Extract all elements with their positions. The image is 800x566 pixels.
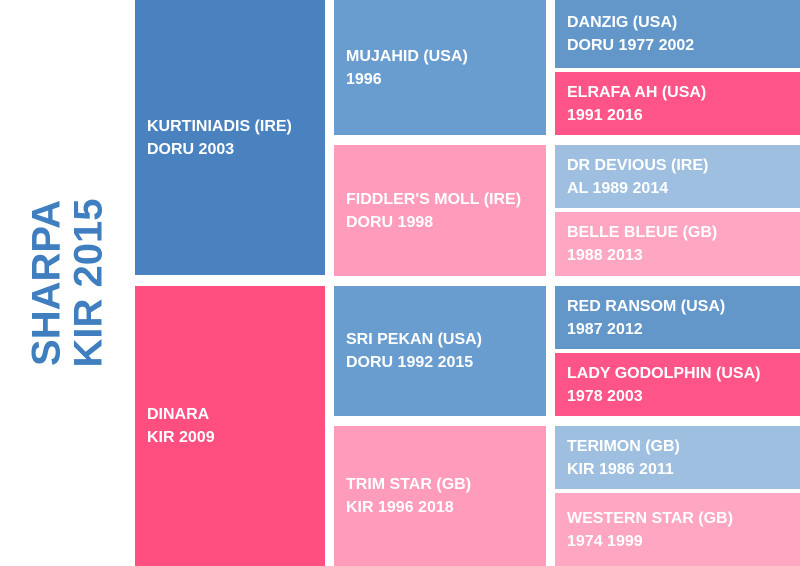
subject-name: SHARPA [24,200,69,366]
g3-details-4: 1988 2013 [567,247,643,264]
g3-cell-4: BELLE BLEUE (GB) 1988 2013 [555,212,800,276]
dam-dam-name: TRIM STAR (GB) [346,476,472,493]
dam-sire-name: SRI PEKAN (USA) [346,331,483,348]
sire-sire-details: 1996 [346,70,382,88]
dam-dam-cell: TRIM STAR (GB) KIR 1996 2018 [334,426,546,566]
sire-dam-details: DORU 1998 [346,213,434,231]
subject-horse: SHARPA KIR 2015 [0,0,135,566]
g3-cell-5: RED RANSOM (USA) 1987 2012 [555,286,800,349]
subject-details: KIR 2015 [66,198,111,368]
dam-details: KIR 2009 [147,429,215,446]
sire-cell: KURTINIADIS (IRE) DORU 2003 [135,0,325,275]
g3-name-2: ELRAFA AH (USA) [567,83,707,101]
g3-cell-2: ELRAFA AH (USA) 1991 2016 [555,72,800,135]
g3-details-7: KIR 1986 2011 [567,460,674,478]
dam-dam-details: KIR 1996 2018 [346,499,454,516]
dam-sire-details: DORU 1992 2015 [346,354,474,371]
g3-details-8: 1974 1999 [567,532,643,550]
sire-sire-name: MUJAHID (USA) [346,47,468,65]
g3-details-6: 1978 2003 [567,387,643,405]
sire-sire-cell: MUJAHID (USA) 1996 [334,0,546,135]
sire-name: KURTINIADIS (IRE) [147,117,292,135]
g3-details-2: 1991 2016 [567,106,643,124]
g3-name-1: DANZIG (USA) [567,14,678,31]
g3-details-1: DORU 1977 2002 [567,37,695,54]
g3-name-8: WESTERN STAR (GB) [567,509,733,527]
dam-name: DINARA [147,406,210,423]
sire-dam-name: FIDDLER'S MOLL (IRE) [346,190,522,208]
g3-name-6: LADY GODOLPHIN (USA) [567,364,761,382]
g3-name-3: DR DEVIOUS (IRE) [567,156,709,174]
g3-details-3: AL 1989 2014 [567,179,669,197]
subject-label: SHARPA KIR 2015 [24,198,111,368]
g3-cell-6: LADY GODOLPHIN (USA) 1978 2003 [555,353,800,416]
sire-dam-cell: FIDDLER'S MOLL (IRE) DORU 1998 [334,145,546,276]
g3-cell-8: WESTERN STAR (GB) 1974 1999 [555,493,800,566]
g3-name-4: BELLE BLEUE (GB) [567,224,718,241]
dam-sire-cell: SRI PEKAN (USA) DORU 1992 2015 [334,286,546,416]
g3-cell-7: TERIMON (GB) KIR 1986 2011 [555,426,800,489]
g3-cell-1: DANZIG (USA) DORU 1977 2002 [555,0,800,68]
sire-details: DORU 2003 [147,140,235,158]
g3-details-5: 1987 2012 [567,320,643,338]
g3-name-7: TERIMON (GB) [567,437,680,455]
g3-name-5: RED RANSOM (USA) [567,297,726,315]
g3-cell-3: DR DEVIOUS (IRE) AL 1989 2014 [555,145,800,208]
dam-cell: DINARA KIR 2009 [135,286,325,566]
